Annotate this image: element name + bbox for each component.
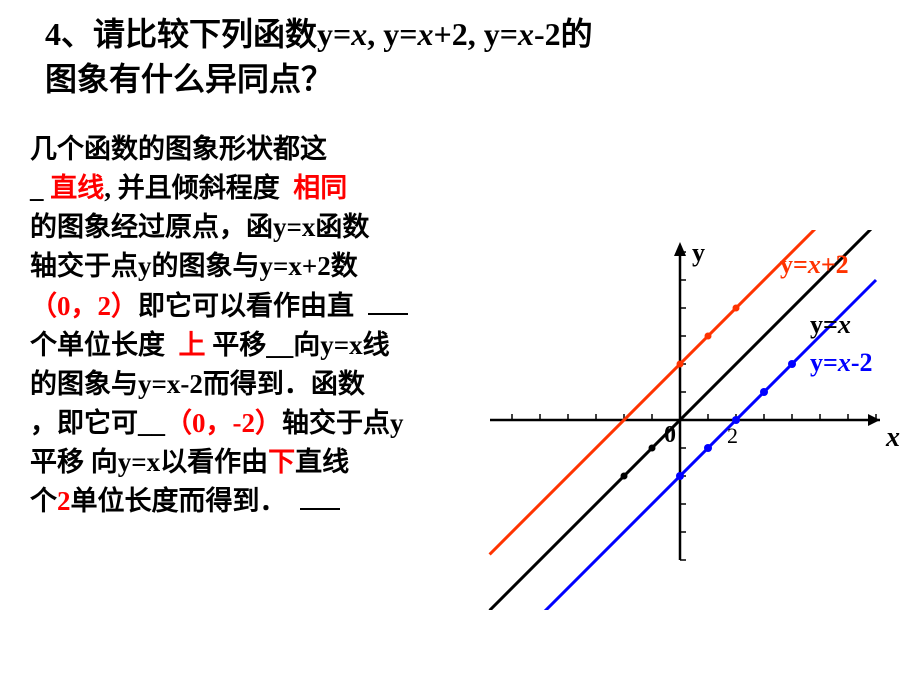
tick-2-label: 2 — [727, 423, 738, 449]
coordinate-chart: y x 0 2 y=x+2 y=x y=x-2 — [470, 230, 910, 610]
answer-body: 几个函数的图象形状都这 _ 直线, 并且倾斜程度 相同 的图象经过原点，函y=x… — [30, 130, 470, 521]
line-label-yxplus2: y=x+2 — [780, 250, 849, 280]
origin-label: 0 — [664, 422, 676, 449]
body-line-4: 轴交于点y的图象与y=x+2数 — [30, 247, 470, 286]
answer-point-1: （0，2） — [30, 291, 138, 321]
body-line-6: 个单位长度 上 平移__向y=x线 — [30, 326, 470, 365]
title-x1: x — [351, 16, 367, 52]
chart-svg — [470, 230, 910, 610]
title-x3: x — [518, 16, 534, 52]
title-text-1: 4、请比较下列函数y= — [45, 16, 351, 52]
body-line-7: 的图象与y=x-2而得到．函数 — [30, 365, 470, 404]
blank-2 — [300, 483, 340, 510]
question-title: 4、请比较下列函数y=x, y=x+2, y=x-2的 图象有什么异同点？ — [45, 12, 875, 102]
title-plus2: +2, y= — [433, 16, 517, 52]
body-line-2: _ 直线, 并且倾斜程度 相同 — [30, 169, 470, 208]
body-line-10: 个2单位长度而得到． — [30, 482, 470, 521]
answer-point-2: （0，-2） — [165, 408, 282, 438]
body-line-9: 平移 向y=x以看作由下直线 — [30, 443, 470, 482]
line-label-yx: y=x — [810, 310, 851, 340]
answer-shape: 直线 — [50, 173, 104, 203]
body-line-3: 的图象经过原点，函y=x函数 — [30, 208, 470, 247]
title-line2: 图象有什么异同点？ — [45, 61, 333, 97]
answer-up: 上 — [179, 330, 206, 360]
title-x2: x — [417, 16, 433, 52]
blank-1 — [368, 288, 408, 315]
answer-two: 2 — [57, 486, 71, 516]
title-minus2: -2的 — [534, 16, 593, 52]
y-axis-label: y — [692, 238, 705, 268]
line-label-yxminus2: y=x-2 — [810, 348, 873, 378]
body-line-1: 几个函数的图象形状都这 — [30, 130, 470, 169]
x-axis-label: x — [886, 422, 900, 454]
title-sep1: , y= — [367, 16, 417, 52]
answer-down: 下 — [268, 447, 295, 477]
body-line-5: （0，2）即它可以看作由直 — [30, 287, 470, 326]
body-line-8: ，即它可__（0，-2）轴交于点y — [30, 404, 470, 443]
answer-same: 相同 — [293, 173, 347, 203]
